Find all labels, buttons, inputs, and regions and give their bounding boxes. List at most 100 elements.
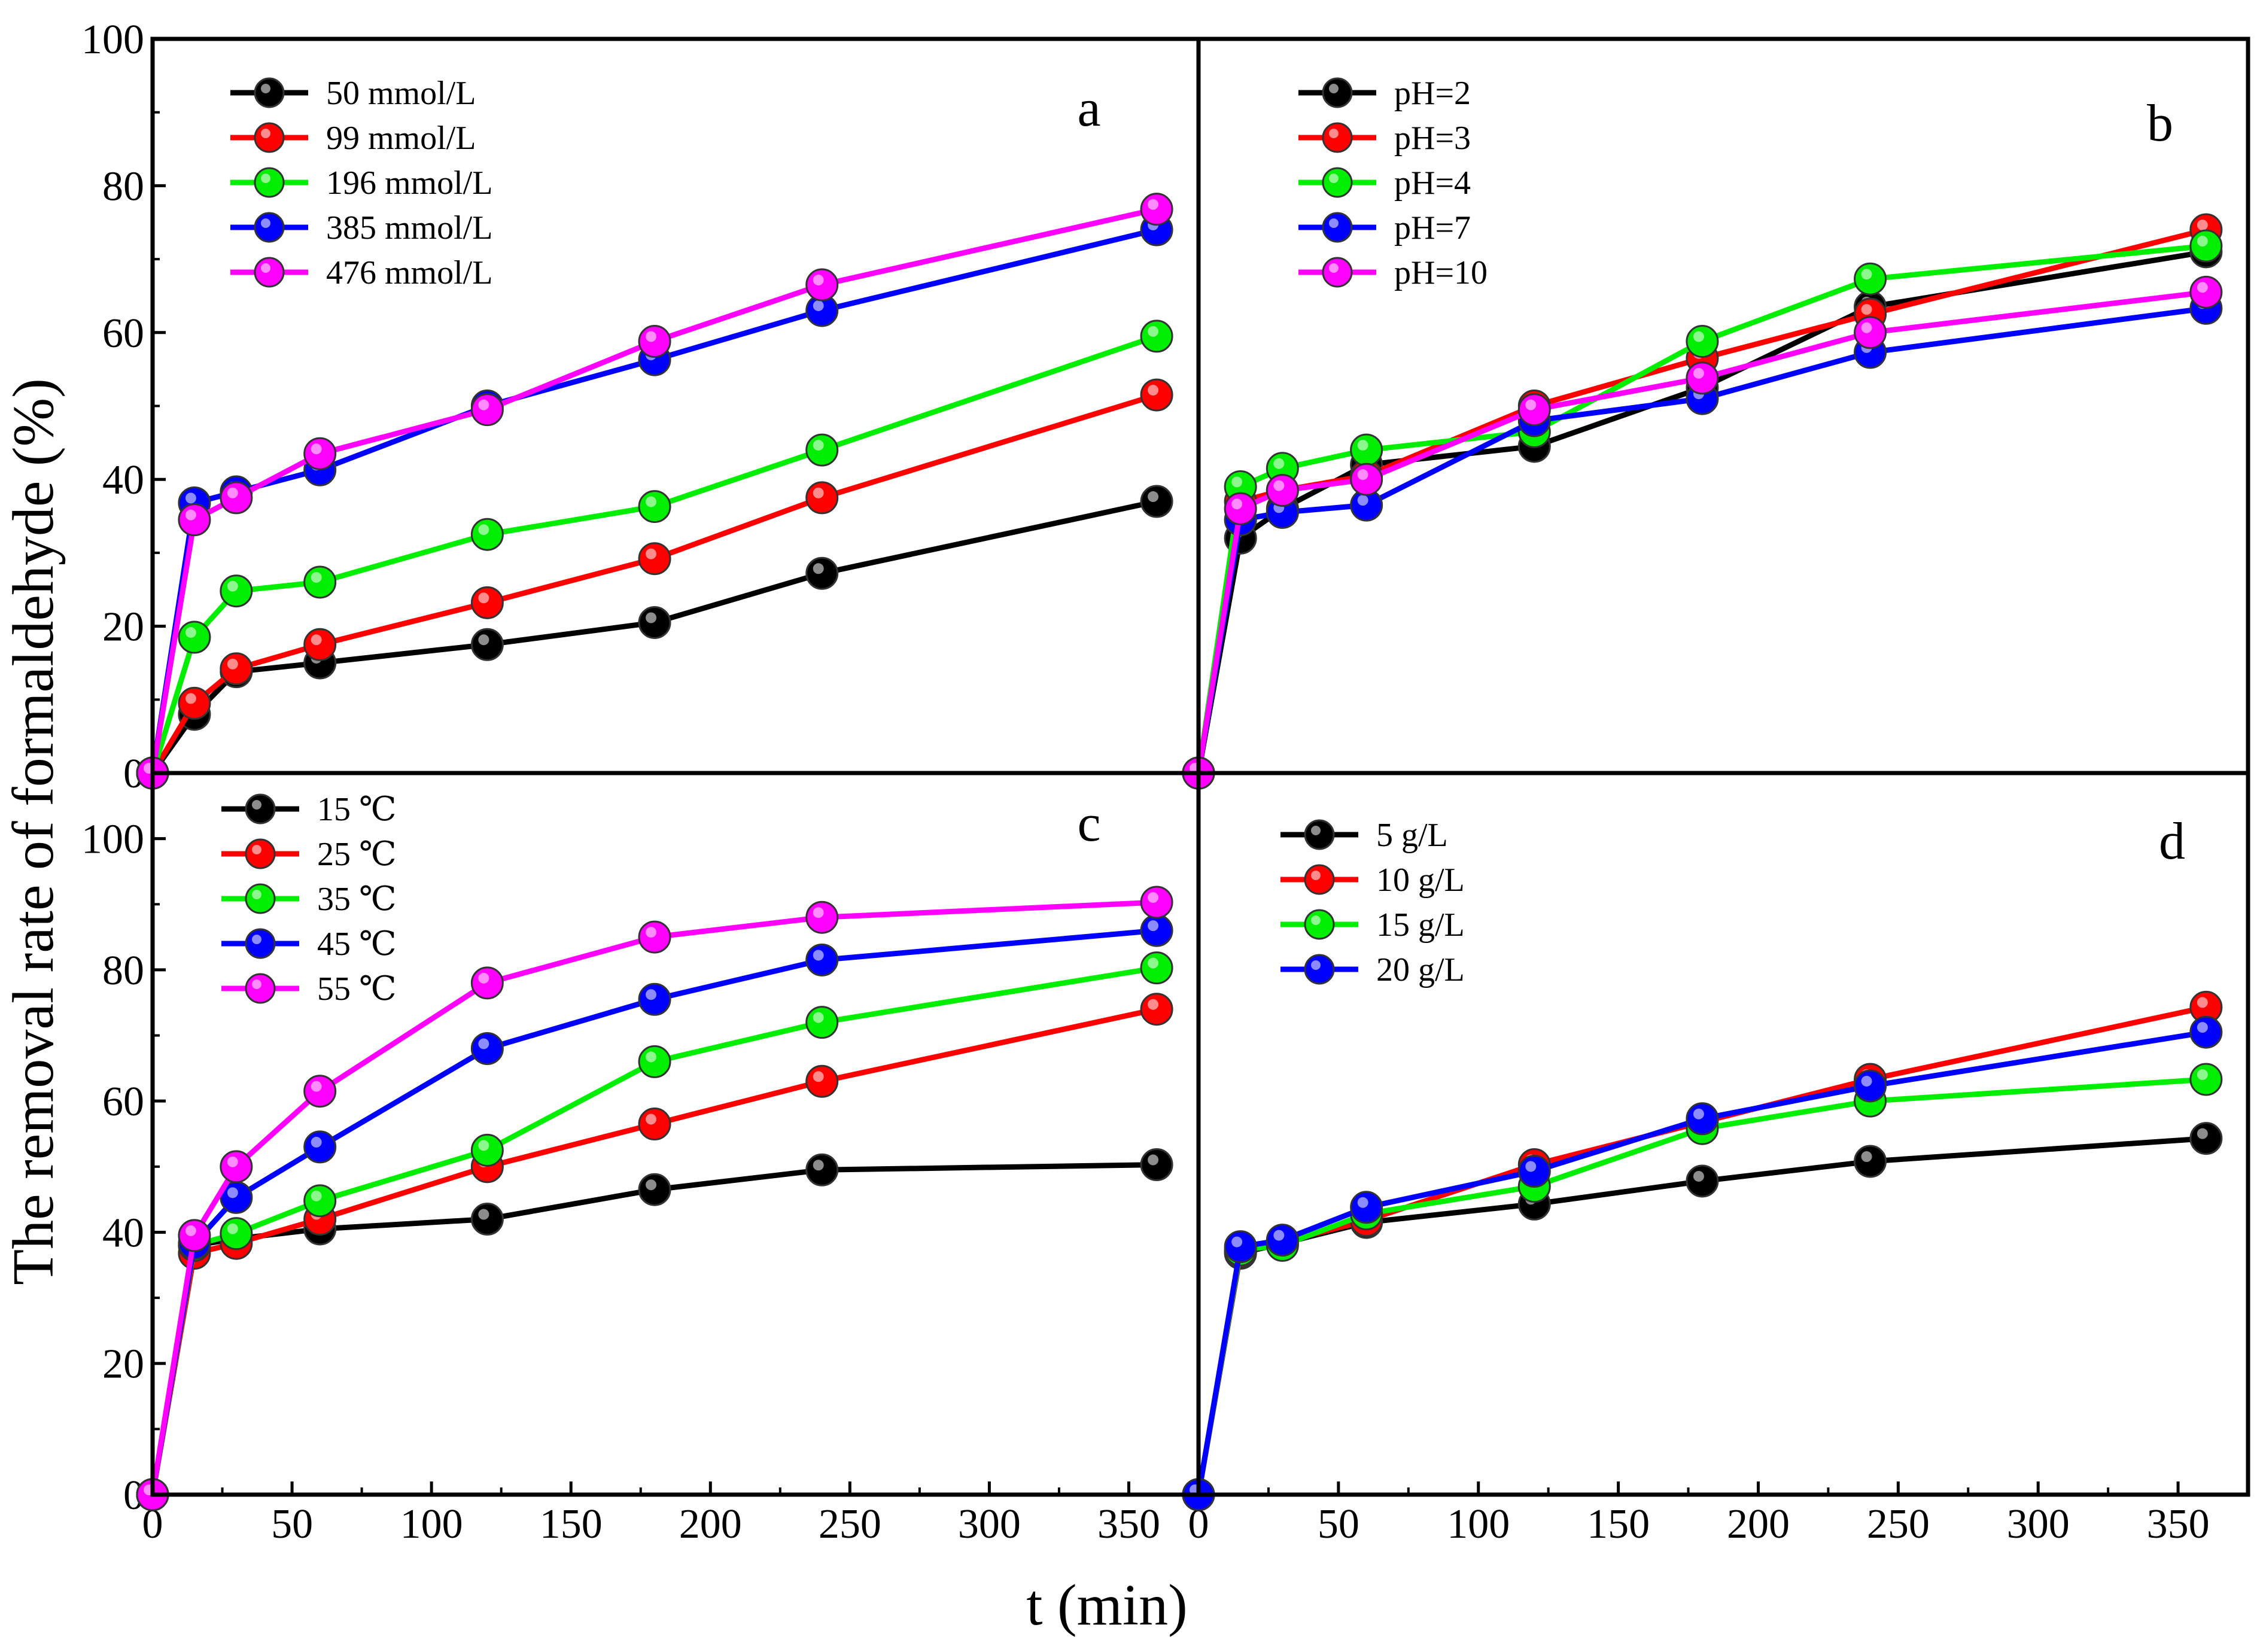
legend-marker	[254, 212, 285, 243]
data-point-highlight	[227, 580, 238, 592]
data-point	[303, 437, 337, 470]
series-b-4	[1182, 275, 2223, 790]
data-point	[1854, 316, 1887, 349]
data-point	[303, 1184, 337, 1218]
data-point-highlight	[813, 907, 824, 918]
data-point-highlight	[227, 1156, 238, 1167]
data-point-highlight	[813, 563, 824, 574]
data-point	[638, 542, 671, 576]
legend-marker-highlight	[1329, 174, 1339, 183]
x-tick-label: 50	[1318, 1501, 1359, 1547]
series-a-2	[136, 320, 1173, 790]
data-point	[220, 481, 253, 515]
data-point	[805, 1064, 839, 1098]
legend-label: 25 ℃	[317, 836, 397, 873]
data-point	[638, 1173, 671, 1206]
legend-marker	[1322, 257, 1353, 288]
data-point	[1224, 1230, 1257, 1264]
data-point-highlight	[1861, 1075, 1872, 1087]
data-point-highlight	[478, 399, 489, 410]
panel-letter: c	[1077, 795, 1100, 853]
data-point-highlight	[646, 548, 657, 559]
data-point	[2189, 1122, 2223, 1155]
data-point-highlight	[1231, 476, 1243, 488]
legend-label: 55 ℃	[317, 970, 397, 1008]
data-point	[1140, 993, 1173, 1026]
x-tick-label: 300	[2007, 1501, 2070, 1547]
legend-marker-highlight	[252, 890, 261, 899]
x-tick-label: 50	[271, 1501, 313, 1547]
legend-marker-highlight	[252, 800, 261, 810]
data-point-highlight	[1693, 1108, 1704, 1119]
legend-marker	[1304, 819, 1335, 850]
panel-letter: d	[2159, 813, 2185, 871]
figure-frame	[150, 36, 2250, 1497]
data-point-highlight	[185, 1225, 196, 1236]
data-point-highlight	[1273, 1230, 1285, 1241]
data-point-highlight	[1148, 999, 1159, 1010]
data-point-highlight	[1148, 491, 1159, 503]
data-point	[1854, 1069, 1887, 1103]
data-point	[1266, 474, 1299, 507]
data-point-highlight	[2197, 220, 2208, 231]
legend-marker-highlight	[252, 845, 261, 854]
y-tick-label: 100	[81, 17, 144, 63]
data-point	[178, 686, 211, 720]
data-point-highlight	[1861, 1151, 1872, 1163]
data-point	[1140, 193, 1173, 226]
data-point-highlight	[646, 1179, 657, 1191]
data-point	[1140, 320, 1173, 353]
data-point-highlight	[1231, 498, 1243, 510]
data-point-highlight	[311, 1081, 322, 1092]
data-point	[1350, 463, 1383, 496]
y-axis-label: The removal rate of formaldehyde (%)	[1, 378, 66, 1285]
data-point	[470, 1133, 504, 1167]
data-point	[220, 574, 253, 608]
data-point	[638, 1108, 671, 1141]
data-point	[805, 433, 839, 467]
data-point-highlight	[185, 509, 196, 521]
data-point-highlight	[813, 1160, 824, 1171]
data-point	[805, 556, 839, 590]
x-tick-label: 300	[958, 1501, 1021, 1547]
y-tick-label: 100	[81, 817, 144, 863]
legend-marker-highlight	[1311, 960, 1321, 970]
x-tick-label: 100	[400, 1501, 463, 1547]
data-point	[805, 1006, 839, 1039]
x-tick-label: 250	[1867, 1501, 1930, 1547]
data-point	[1350, 1191, 1383, 1224]
data-point	[1266, 1224, 1299, 1257]
data-point-highlight	[478, 972, 489, 984]
y-tick-label: 20	[102, 1341, 144, 1388]
data-point-highlight	[1357, 469, 1368, 480]
x-tick-label: 250	[819, 1501, 881, 1547]
data-point	[805, 481, 839, 515]
legend-label: 10 g/L	[1376, 862, 1465, 899]
data-point	[2189, 1063, 2223, 1096]
data-point	[1140, 886, 1173, 919]
x-tick-label: 200	[1727, 1501, 1790, 1547]
legend-label: 5 g/L	[1376, 817, 1448, 854]
legend-marker	[245, 883, 276, 914]
data-point-highlight	[813, 275, 824, 286]
legend-label: 15 g/L	[1376, 906, 1465, 944]
data-point-highlight	[1525, 1161, 1537, 1172]
legend-a: 50 mmol/L 99 mmol/L 196 mmol/L 385 mmol/L 47…	[230, 75, 492, 291]
legend-b: pH=2 pH=3 pH=4 pH=7 pH=10	[1298, 75, 1488, 291]
legend-d: 5 g/L 10 g/L 15 g/L 20 g/L	[1280, 817, 1465, 988]
data-point-highlight	[1861, 269, 1872, 280]
legend-label: 385 mmol/L	[326, 209, 492, 247]
data-point	[805, 268, 839, 302]
data-point	[1140, 1148, 1173, 1182]
data-point-highlight	[646, 1113, 657, 1125]
data-point-highlight	[1693, 367, 1704, 379]
data-point	[1517, 1154, 1551, 1188]
data-point	[470, 518, 504, 551]
data-point	[638, 982, 671, 1016]
data-point	[470, 628, 504, 661]
data-point	[303, 1075, 337, 1108]
data-point-highlight	[185, 693, 196, 704]
data-point	[178, 1219, 211, 1252]
data-point-highlight	[478, 634, 489, 646]
